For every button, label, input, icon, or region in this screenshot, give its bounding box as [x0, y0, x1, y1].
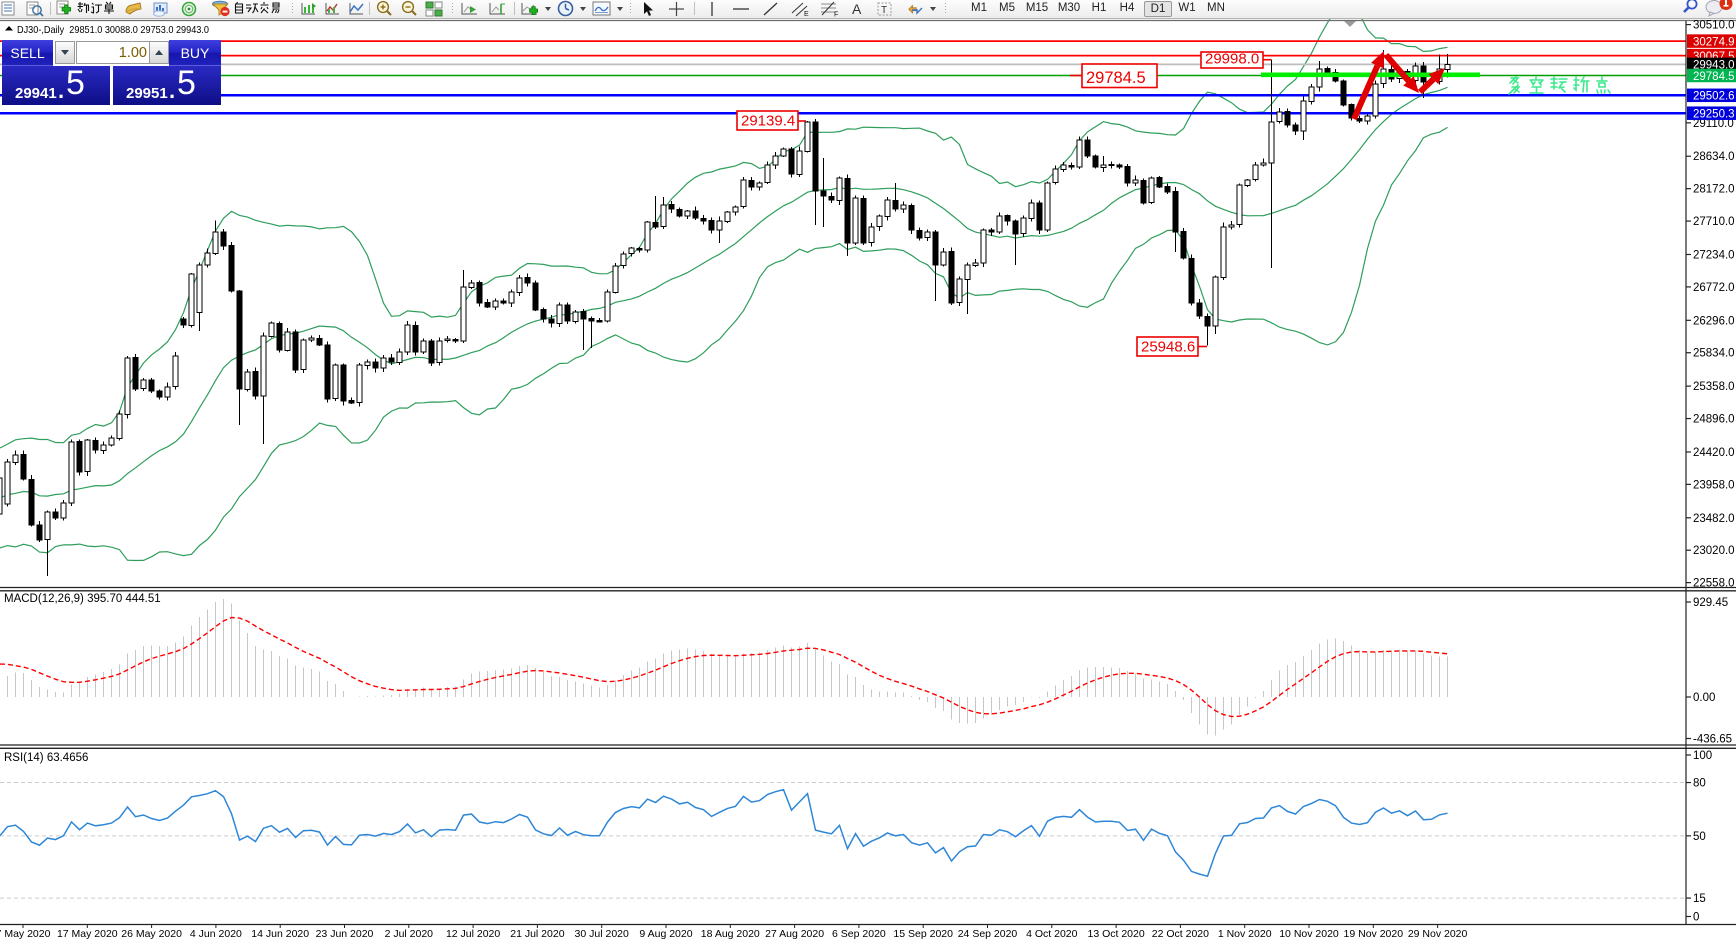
svg-text:24 Sep 2020: 24 Sep 2020 — [958, 928, 1018, 940]
svg-text:30274.9: 30274.9 — [1693, 36, 1735, 48]
svg-text:27 Aug 2020: 27 Aug 2020 — [765, 928, 824, 940]
svg-text:F: F — [834, 11, 838, 17]
svg-text:30510.0: 30510.0 — [1693, 20, 1735, 32]
svg-text:50: 50 — [1693, 831, 1706, 843]
svg-text:17 May 2020: 17 May 2020 — [57, 928, 118, 940]
svg-text:22 Oct 2020: 22 Oct 2020 — [1152, 928, 1209, 940]
svg-text:19 Nov 2020: 19 Nov 2020 — [1344, 928, 1404, 940]
svg-text:10 Nov 2020: 10 Nov 2020 — [1279, 928, 1339, 940]
svg-text:14 Jun 2020: 14 Jun 2020 — [251, 928, 309, 940]
svg-text:T: T — [881, 5, 887, 16]
svg-text:7 May 2020: 7 May 2020 — [0, 928, 51, 940]
svg-text:26296.0: 26296.0 — [1693, 315, 1735, 327]
svg-text:DJ30-,Daily 29851.0 30088.0 2: DJ30-,Daily 29851.0 30088.0 29753.0 2994… — [17, 24, 209, 36]
svg-text:929.45: 929.45 — [1693, 597, 1728, 609]
svg-text:9 Aug 2020: 9 Aug 2020 — [639, 928, 692, 940]
svg-text:1 Nov 2020: 1 Nov 2020 — [1218, 928, 1272, 940]
svg-text:18 Aug 2020: 18 Aug 2020 — [701, 928, 760, 940]
svg-text:23482.0: 23482.0 — [1693, 513, 1735, 525]
svg-text:E: E — [804, 11, 809, 17]
svg-text:6 Sep 2020: 6 Sep 2020 — [832, 928, 886, 940]
svg-text:13 Oct 2020: 13 Oct 2020 — [1087, 928, 1144, 940]
svg-text:28172.0: 28172.0 — [1693, 184, 1735, 196]
svg-text:25948.6: 25948.6 — [1141, 339, 1195, 356]
svg-text:26772.0: 26772.0 — [1693, 282, 1735, 294]
svg-text:15 Sep 2020: 15 Sep 2020 — [893, 928, 953, 940]
svg-text:29943.0: 29943.0 — [1693, 60, 1735, 72]
svg-text:22558.0: 22558.0 — [1693, 578, 1735, 590]
svg-text:2 Jul 2020: 2 Jul 2020 — [385, 928, 434, 940]
svg-text:15: 15 — [1693, 893, 1706, 905]
svg-text:12 Jul 2020: 12 Jul 2020 — [446, 928, 500, 940]
svg-text:28634.0: 28634.0 — [1693, 151, 1735, 163]
svg-text:29250.3: 29250.3 — [1693, 109, 1735, 121]
svg-text:100: 100 — [1693, 750, 1712, 762]
svg-text:23 Jun 2020: 23 Jun 2020 — [316, 928, 374, 940]
svg-text:29784.5: 29784.5 — [1086, 69, 1146, 87]
svg-text:24896.0: 24896.0 — [1693, 414, 1735, 426]
svg-text:MACD(12,26,9) 395.70 444.51: MACD(12,26,9) 395.70 444.51 — [4, 593, 161, 605]
svg-text:RSI(14) 63.4656: RSI(14) 63.4656 — [4, 752, 88, 764]
svg-text:29139.4: 29139.4 — [741, 113, 795, 130]
svg-text:-436.65: -436.65 — [1693, 734, 1732, 746]
svg-text:80: 80 — [1693, 778, 1706, 790]
svg-text:29110.0: 29110.0 — [1693, 118, 1734, 130]
svg-text:26 May 2020: 26 May 2020 — [121, 928, 182, 940]
svg-text:29998.0: 29998.0 — [1205, 51, 1259, 68]
svg-text:4 Oct 2020: 4 Oct 2020 — [1026, 928, 1078, 940]
svg-text:24420.0: 24420.0 — [1693, 447, 1735, 459]
svg-text:29 Nov 2020: 29 Nov 2020 — [1408, 928, 1468, 940]
svg-text:25358.0: 25358.0 — [1693, 381, 1735, 393]
svg-text:0.00: 0.00 — [1693, 692, 1715, 704]
svg-text:25834.0: 25834.0 — [1693, 348, 1735, 360]
svg-text:4 Jun 2020: 4 Jun 2020 — [190, 928, 242, 940]
svg-text:27710.0: 27710.0 — [1693, 216, 1735, 228]
svg-text:29784.5: 29784.5 — [1693, 71, 1735, 83]
svg-text:23020.0: 23020.0 — [1693, 545, 1735, 557]
svg-text:0: 0 — [1693, 912, 1699, 924]
svg-text:30 Jul 2020: 30 Jul 2020 — [575, 928, 629, 940]
svg-text:29502.6: 29502.6 — [1693, 91, 1735, 103]
svg-text:23958.0: 23958.0 — [1693, 479, 1735, 491]
svg-text:27234.0: 27234.0 — [1693, 250, 1735, 262]
svg-text:21 Jul 2020: 21 Jul 2020 — [510, 928, 564, 940]
